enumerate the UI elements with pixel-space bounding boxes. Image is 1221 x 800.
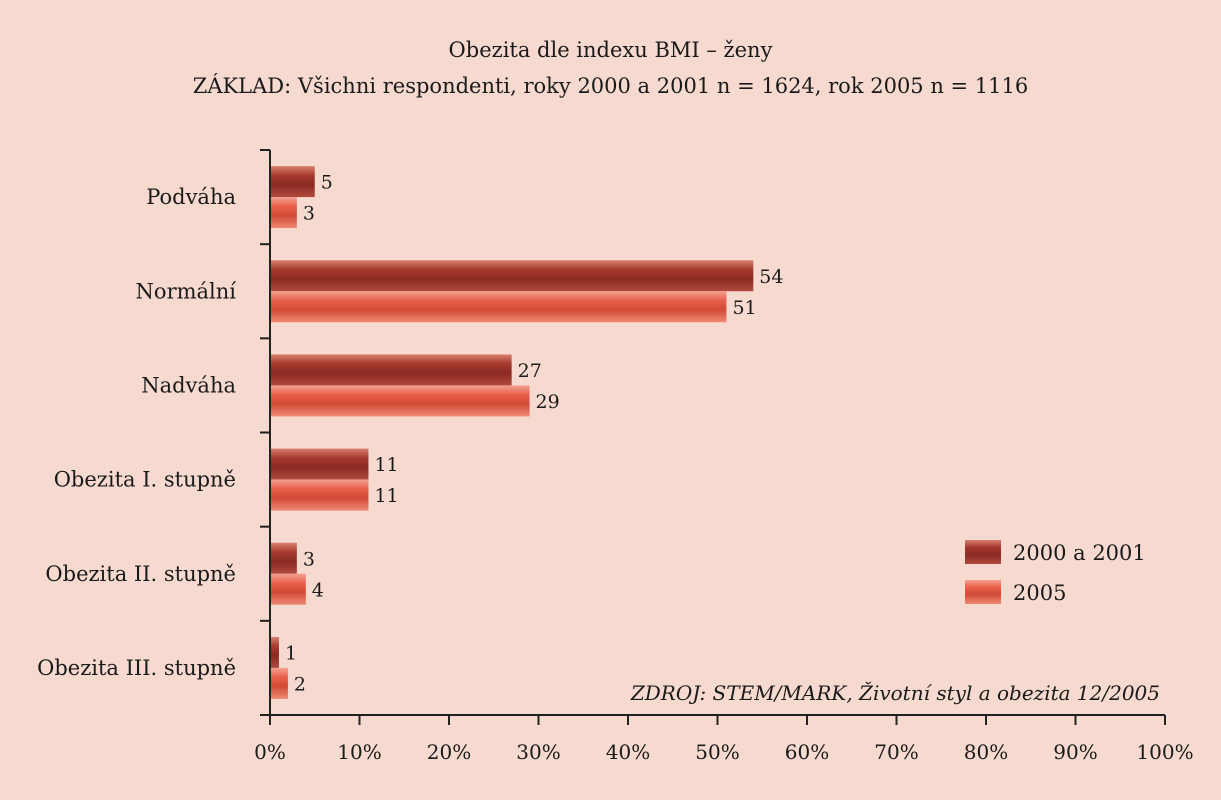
x-tick-label: 60%	[785, 740, 829, 764]
chart-subtitle: ZÁKLAD: Všichni respondenti, roky 2000 a…	[192, 74, 1029, 98]
legend-label: 2005	[1013, 581, 1066, 605]
category-label: Obezita II. stupně	[45, 562, 236, 586]
x-tick-label: 20%	[427, 740, 471, 764]
data-label: 3	[303, 203, 315, 225]
bar-series-1	[271, 260, 754, 292]
x-tick-label: 80%	[964, 740, 1008, 764]
category-label: Nadváha	[141, 373, 236, 397]
x-tick-label: 50%	[695, 740, 739, 764]
x-tick-label: 10%	[337, 740, 381, 764]
data-label: 54	[759, 266, 783, 288]
bar-series-2	[271, 197, 297, 229]
legend: 2000 a 2001 2005	[965, 540, 1146, 605]
legend-label: 2000 a 2001	[1013, 541, 1146, 565]
x-tick-label: 70%	[874, 740, 918, 764]
chart-title: Obezita dle indexu BMI – ženy	[448, 38, 773, 62]
legend-swatch	[965, 540, 1001, 564]
bar-series-2	[271, 385, 530, 417]
bar-series-1	[271, 636, 279, 668]
data-label: 29	[536, 391, 560, 413]
x-tick-label: 30%	[516, 740, 560, 764]
data-label: 11	[374, 454, 398, 476]
x-tick-label: 100%	[1136, 740, 1193, 764]
data-label: 51	[732, 297, 756, 319]
data-label: 1	[285, 642, 297, 664]
data-label: 4	[312, 579, 324, 601]
category-label: Podváha	[146, 185, 236, 209]
x-tick-label: 0%	[254, 740, 286, 764]
category-label: Obezita I. stupně	[54, 468, 236, 492]
bar-series-2	[271, 667, 288, 699]
bar-series-1	[271, 354, 512, 386]
legend-swatch	[965, 580, 1001, 604]
data-label: 5	[321, 172, 333, 194]
data-label: 27	[518, 360, 542, 382]
data-label: 11	[374, 485, 398, 507]
bar-series-1	[271, 448, 369, 480]
category-label: Normální	[136, 279, 237, 303]
bar-series-1	[271, 166, 315, 198]
axes: 0% 10% 20% 30% 40% 50% 60% 70% 80% 90% 100% Podváha…	[37, 149, 1194, 764]
category-label: Obezita III. stupně	[37, 656, 236, 680]
x-tick-label: 40%	[606, 740, 650, 764]
bar-series-2	[271, 291, 727, 323]
data-label: 2	[294, 673, 306, 695]
bar-series-1	[271, 542, 297, 574]
x-tick-label: 90%	[1053, 740, 1097, 764]
bar-series-2	[271, 479, 369, 511]
bar-series-2	[271, 573, 306, 605]
source-note: ZDROJ: STEM/MARK, Životní styl a obezita…	[630, 681, 1160, 705]
data-label: 3	[303, 548, 315, 570]
